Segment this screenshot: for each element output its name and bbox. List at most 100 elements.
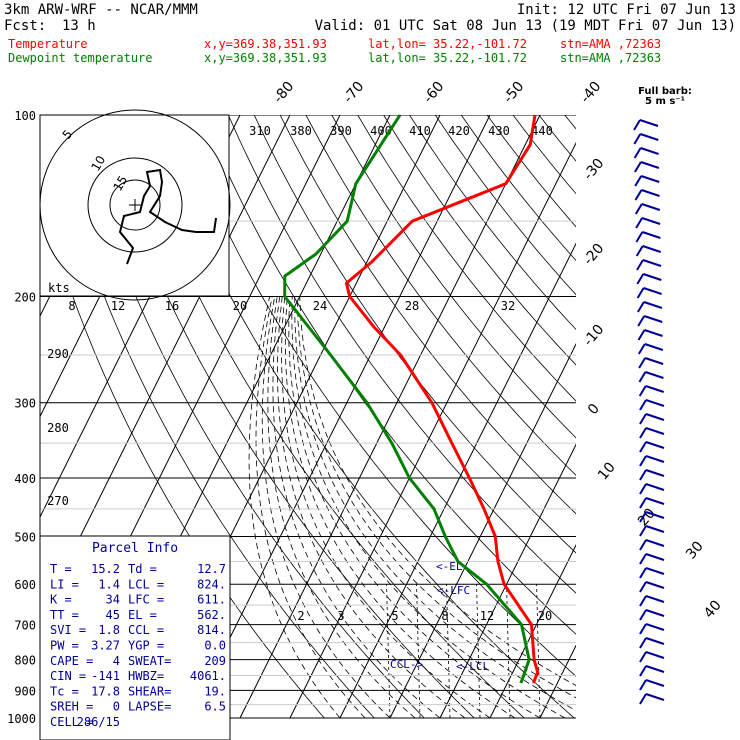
parcel-row-value: 17.8: [91, 684, 120, 698]
isotherm-label: -80: [270, 79, 297, 107]
isotherm-label: -30: [580, 156, 607, 184]
hodograph-ring: [109, 179, 161, 231]
level-annotation: <-LFC: [437, 584, 470, 597]
parcel-row-label: YGP =: [128, 639, 164, 653]
wind-barbs: [633, 119, 665, 705]
parcel-row-value: -141: [91, 669, 120, 683]
parcel-row-label: EL =: [128, 608, 157, 622]
parcel-row-value: 814.: [197, 623, 226, 637]
parcel-row-label: SREH =: [50, 700, 93, 714]
level-annotation: <-LCL: [456, 660, 489, 673]
pressure-tick-label: 500: [14, 530, 36, 544]
dry-adiabat: [253, 115, 576, 554]
moist-adiabat: [267, 296, 416, 719]
parcel-row-value: 15.2: [91, 562, 120, 576]
moist-adiabat: [276, 296, 466, 719]
isotherm-label: -40: [577, 79, 604, 107]
forecast-label: Fcst:: [4, 18, 46, 34]
mixing-ratio-low-label: 2: [297, 609, 304, 623]
hodograph-ring-label: 10: [88, 153, 108, 173]
wind-barb: [644, 343, 664, 351]
wind-barb: [645, 553, 665, 561]
valid-time: Valid: 01 UTC Sat 08 Jun 13 (19 MDT Fri …: [315, 18, 736, 34]
isotherm: [590, 115, 740, 718]
moist-adiabat: [294, 296, 576, 711]
pressure-tick-label: 800: [14, 654, 36, 668]
dry-adiabat: [279, 115, 576, 515]
moist-adiabat: [288, 296, 541, 719]
wind-barb: [639, 637, 647, 649]
mixing-ratio-low-label: 12: [480, 609, 494, 623]
parcel-row-value: 0.0: [204, 639, 226, 653]
moist-adiabat: [299, 296, 576, 686]
wind-barb: [639, 413, 647, 425]
isotherm: [389, 343, 576, 719]
wind-barb: [645, 623, 665, 631]
wind-barb: [645, 511, 665, 519]
parcel-row-label: T =: [50, 562, 72, 576]
parcel-row-label: TT =: [50, 608, 79, 622]
theta-label: 380: [290, 124, 312, 138]
wind-barb: [637, 315, 646, 327]
parcel-row-label: SWEAT=: [128, 654, 171, 668]
isotherm-label: -20: [580, 241, 607, 269]
wind-barb: [642, 273, 662, 281]
wind-barb: [645, 399, 665, 407]
wind-barb: [634, 161, 642, 173]
sounding-profiles: <-EL <-LFC CCL-> <-LCL: [283, 114, 540, 684]
wind-barb: [639, 679, 647, 691]
wind-barb: [645, 595, 665, 603]
wind-barb: [633, 119, 641, 131]
parcel-info-box: Parcel Info T = 15.2 Td = 12.7 LI = 1.4 LCL = 82…: [39, 535, 231, 740]
wind-barb: [641, 203, 661, 211]
isotherm-label: 0: [585, 401, 603, 418]
isotherm: [40, 115, 291, 619]
mixing-ratio-lines: [386, 584, 541, 719]
wind-barb: [645, 651, 665, 659]
wind-barb: [638, 385, 647, 397]
parcel-row-value: 12.7: [197, 562, 226, 576]
wind-barb: [645, 525, 665, 533]
wind-barb: [638, 371, 647, 383]
level-annotation: <-EL: [436, 560, 463, 573]
wind-barb: [645, 385, 665, 393]
forecast-hour: 13 h: [62, 18, 96, 34]
parcel-row-value: 286/15: [77, 715, 120, 729]
wind-barb: [634, 189, 643, 201]
mixing-ratio-low-label: 3: [337, 609, 344, 623]
wind-barb: [639, 609, 647, 621]
pressure-tick-label: 100: [14, 109, 36, 123]
wind-barb: [643, 315, 663, 323]
parcel-row-value: 611.: [197, 593, 226, 607]
wind-barb: [634, 175, 643, 187]
wind-barb: [645, 679, 665, 687]
parcel-row-value: 209: [204, 654, 226, 668]
mixing-ratio-line: [536, 584, 541, 719]
parcel-row-label: CAPE =: [50, 654, 93, 668]
parcel-row-label: PW =: [50, 639, 79, 653]
temperature-coord: x,y=369.38,351.93: [204, 37, 327, 51]
mixing-ratio-line: [386, 584, 391, 719]
pressure-tick-label: 1000: [7, 712, 36, 726]
wind-barb: [645, 483, 665, 491]
parcel-info-frame: [39, 535, 231, 740]
pressure-tick-label: 400: [14, 472, 36, 486]
theta-label: 440: [531, 124, 553, 138]
wind-barb: [643, 301, 663, 309]
wind-barb: [636, 287, 645, 299]
wind-barb: [645, 609, 665, 617]
parcel-row-label: HWBZ=: [128, 669, 164, 683]
temperature-latlon: lat,lon= 35.22,-101.72: [368, 37, 527, 51]
isotherm-label: 40: [701, 597, 725, 621]
wind-barb: [639, 595, 647, 607]
dewpoint-profile: [283, 114, 531, 684]
wind-barb: [639, 441, 647, 453]
parcel-row-label: LFC =: [128, 593, 164, 607]
wind-scale-units: 5 m s⁻¹: [645, 96, 685, 107]
isotherm: [339, 242, 576, 719]
parcel-row-label: LAPSE=: [128, 700, 171, 714]
wind-barb: [645, 665, 665, 673]
mixing-ratio-low-label: 8: [441, 609, 448, 623]
wind-barb: [637, 301, 645, 313]
parcel-row-label: K =: [50, 593, 72, 607]
